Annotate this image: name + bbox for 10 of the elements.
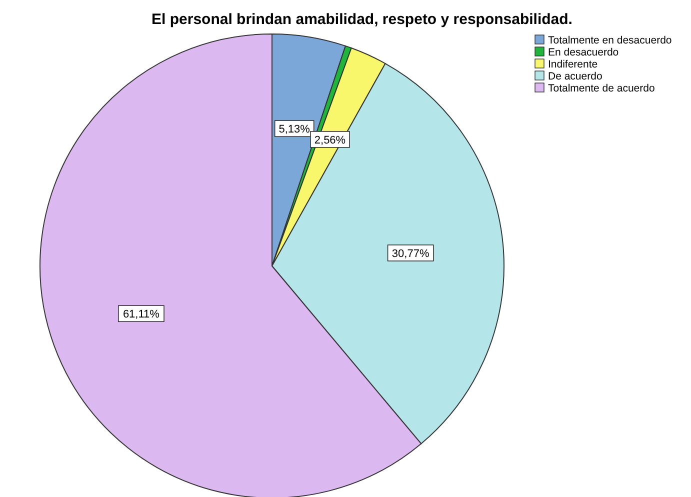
legend-label: En desacuerdo <box>548 46 619 58</box>
legend-label: Totalmente en desacuerdo <box>548 34 672 46</box>
legend-label: De acuerdo <box>548 70 602 82</box>
data-label: 5,13% <box>278 124 310 136</box>
data-label: 61,11% <box>122 308 160 321</box>
data-label: 30,77% <box>392 248 430 260</box>
legend-label: Totalmente de acuerdo <box>548 82 655 94</box>
data-label: 2,56% <box>314 134 346 146</box>
legend-label: Indiferente <box>548 58 598 70</box>
chart-title: El personal brindan amabilidad, respeto y responsabilidad. <box>152 11 572 28</box>
